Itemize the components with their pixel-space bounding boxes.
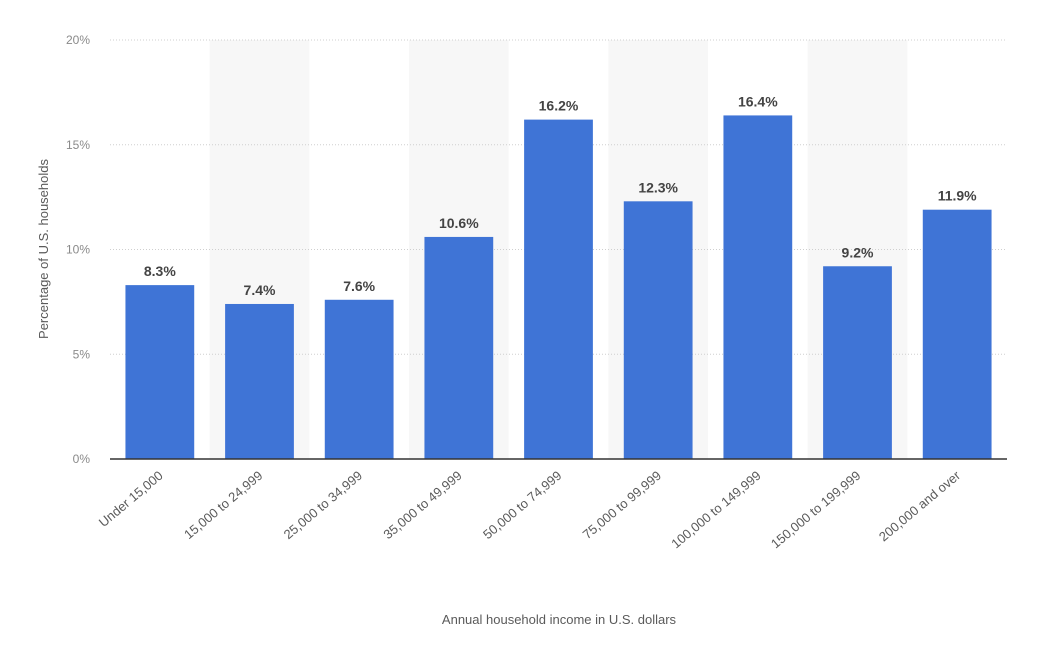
x-tick-label: 150,000 to 199,999 [768, 468, 863, 552]
y-tick-label: 20% [66, 33, 90, 47]
data-label: 10.6% [439, 215, 479, 231]
y-axis-title: Percentage of U.S. households [36, 159, 51, 339]
bar-4[interactable] [524, 119, 593, 460]
bars [125, 115, 992, 460]
y-tick-label: 15% [66, 138, 90, 152]
x-axis-ticks: Under 15,000 15,000 to 24,999 25,000 to 34… [96, 467, 964, 551]
x-tick-label: 100,000 to 149,999 [668, 468, 763, 552]
bar-0[interactable] [125, 285, 195, 459]
data-label: 16.4% [738, 93, 778, 109]
data-label: 7.6% [343, 278, 375, 294]
y-tick-label: 0% [73, 452, 91, 466]
x-axis-title: Annual household income in U.S. dollars [442, 612, 677, 627]
bar-3[interactable] [424, 236, 494, 459]
data-labels: 8.3% 7.4% 7.6% 10.6% 16.2% 12.3% 16.4% 9.2% 11.9… [144, 93, 977, 298]
x-tick-label: Under 15,000 [96, 468, 166, 530]
data-label: 16.2% [539, 98, 579, 114]
bar-6[interactable] [723, 115, 793, 460]
data-label: 7.4% [244, 282, 276, 298]
bar-8[interactable] [922, 209, 992, 459]
x-tick-label: 15,000 to 24,999 [181, 468, 265, 542]
data-label: 9.2% [842, 244, 874, 260]
bar-7[interactable] [823, 266, 892, 459]
bar-5[interactable] [623, 201, 693, 459]
x-tick-label: 50,000 to 74,999 [480, 468, 564, 542]
x-tick-label: 25,000 to 34,999 [281, 468, 365, 542]
data-label: 11.9% [938, 188, 977, 204]
bar-2[interactable] [324, 299, 394, 459]
x-tick-label: 35,000 to 49,999 [380, 468, 464, 542]
data-label: 12.3% [638, 179, 678, 195]
y-tick-label: 10% [66, 243, 90, 257]
y-tick-label: 5% [73, 347, 91, 361]
bar-1[interactable] [225, 303, 294, 459]
x-tick-label: 200,000 and over [876, 467, 964, 544]
data-label: 8.3% [144, 263, 176, 279]
x-tick-label: 75,000 to 99,999 [580, 468, 664, 542]
y-axis-ticks: 0% 5% 10% 15% 20% [66, 33, 90, 466]
